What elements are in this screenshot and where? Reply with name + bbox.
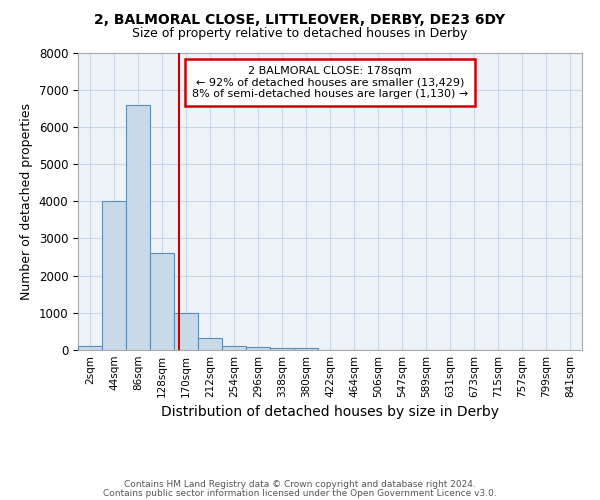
Text: Size of property relative to detached houses in Derby: Size of property relative to detached ho…	[133, 28, 467, 40]
Y-axis label: Number of detached properties: Number of detached properties	[20, 103, 33, 300]
Text: Contains HM Land Registry data © Crown copyright and database right 2024.: Contains HM Land Registry data © Crown c…	[124, 480, 476, 489]
X-axis label: Distribution of detached houses by size in Derby: Distribution of detached houses by size …	[161, 406, 499, 419]
Bar	[294, 348, 318, 350]
Bar	[102, 201, 126, 350]
Bar	[174, 313, 198, 350]
Bar	[270, 348, 294, 350]
Bar	[246, 347, 270, 350]
Bar	[150, 254, 174, 350]
Bar	[78, 346, 102, 350]
Bar	[222, 346, 246, 350]
Bar	[198, 338, 222, 350]
Bar	[126, 104, 150, 350]
Text: 2, BALMORAL CLOSE, LITTLEOVER, DERBY, DE23 6DY: 2, BALMORAL CLOSE, LITTLEOVER, DERBY, DE…	[94, 12, 506, 26]
Text: 2 BALMORAL CLOSE: 178sqm
← 92% of detached houses are smaller (13,429)
8% of sem: 2 BALMORAL CLOSE: 178sqm ← 92% of detach…	[192, 66, 468, 99]
Text: Contains public sector information licensed under the Open Government Licence v3: Contains public sector information licen…	[103, 488, 497, 498]
